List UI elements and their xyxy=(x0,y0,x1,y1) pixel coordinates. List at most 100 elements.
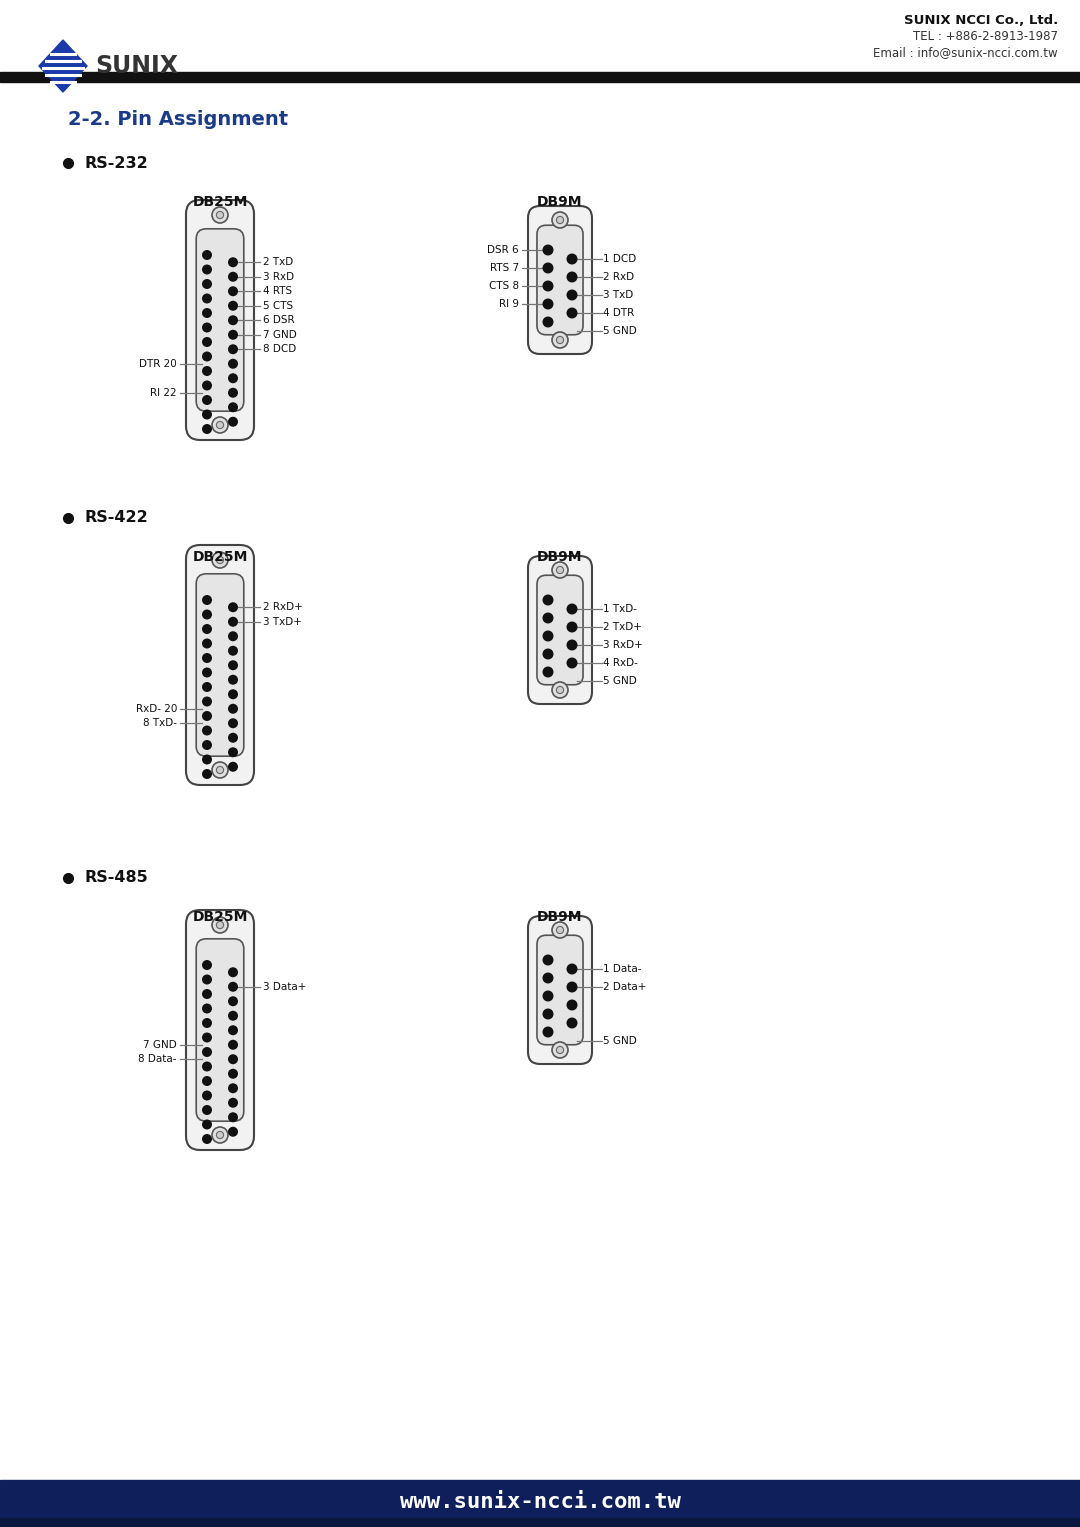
Text: DB25M: DB25M xyxy=(192,195,247,209)
Circle shape xyxy=(228,747,238,757)
Circle shape xyxy=(542,298,554,310)
Circle shape xyxy=(212,417,228,434)
Circle shape xyxy=(567,640,578,651)
FancyBboxPatch shape xyxy=(528,556,592,704)
Circle shape xyxy=(228,315,238,325)
Text: 5 GND: 5 GND xyxy=(603,325,637,336)
Circle shape xyxy=(202,696,212,707)
Text: 8 DCD: 8 DCD xyxy=(264,344,296,354)
Circle shape xyxy=(228,675,238,684)
Circle shape xyxy=(228,996,238,1006)
Circle shape xyxy=(202,974,212,985)
Circle shape xyxy=(202,960,212,970)
Circle shape xyxy=(556,567,564,574)
Circle shape xyxy=(202,395,212,405)
Circle shape xyxy=(542,612,554,623)
Circle shape xyxy=(552,212,568,228)
Circle shape xyxy=(202,754,212,765)
Text: RS-485: RS-485 xyxy=(84,870,148,886)
Circle shape xyxy=(202,1135,212,1144)
Circle shape xyxy=(202,667,212,678)
Circle shape xyxy=(567,1017,578,1029)
Circle shape xyxy=(567,290,578,301)
Circle shape xyxy=(228,1069,238,1078)
Text: DB25M: DB25M xyxy=(192,550,247,563)
FancyBboxPatch shape xyxy=(186,200,254,440)
Text: Email : info@sunix-ncci.com.tw: Email : info@sunix-ncci.com.tw xyxy=(874,46,1058,60)
Circle shape xyxy=(228,1011,238,1020)
Text: DTR 20: DTR 20 xyxy=(139,359,177,368)
Text: www.sunix-ncci.com.tw: www.sunix-ncci.com.tw xyxy=(400,1492,680,1512)
Text: RxD- 20: RxD- 20 xyxy=(136,704,177,713)
Circle shape xyxy=(216,767,224,774)
Circle shape xyxy=(228,1127,238,1136)
Circle shape xyxy=(228,388,238,397)
Circle shape xyxy=(202,293,212,304)
Circle shape xyxy=(202,596,212,605)
Text: RTS 7: RTS 7 xyxy=(490,263,519,273)
Circle shape xyxy=(202,638,212,649)
Circle shape xyxy=(202,250,212,260)
Circle shape xyxy=(202,1077,212,1086)
Circle shape xyxy=(202,1032,212,1043)
Circle shape xyxy=(542,666,554,678)
Bar xyxy=(0,1480,1080,1527)
Circle shape xyxy=(212,1127,228,1144)
Text: 8 Data-: 8 Data- xyxy=(138,1054,177,1064)
Text: RS-422: RS-422 xyxy=(84,510,148,525)
Text: 3 RxD+: 3 RxD+ xyxy=(603,640,643,651)
Circle shape xyxy=(556,927,564,933)
Circle shape xyxy=(212,551,228,568)
Text: SUNIX NCCI Co., Ltd.: SUNIX NCCI Co., Ltd. xyxy=(904,14,1058,27)
Circle shape xyxy=(552,1041,568,1058)
Circle shape xyxy=(228,646,238,655)
Circle shape xyxy=(556,1046,564,1054)
Circle shape xyxy=(567,982,578,993)
FancyBboxPatch shape xyxy=(537,576,583,684)
Circle shape xyxy=(567,603,578,614)
Circle shape xyxy=(228,689,238,699)
Text: 3 TxD+: 3 TxD+ xyxy=(264,617,302,626)
Circle shape xyxy=(228,1098,238,1107)
Text: 2 RxD+: 2 RxD+ xyxy=(264,602,302,612)
FancyBboxPatch shape xyxy=(186,545,254,785)
Circle shape xyxy=(228,1054,238,1064)
Circle shape xyxy=(556,217,564,223)
Circle shape xyxy=(567,272,578,282)
Text: RI 22: RI 22 xyxy=(150,388,177,397)
Circle shape xyxy=(202,322,212,333)
Circle shape xyxy=(552,683,568,698)
Text: DB25M: DB25M xyxy=(192,910,247,924)
Bar xyxy=(0,72,1080,82)
Circle shape xyxy=(228,704,238,713)
Circle shape xyxy=(228,301,238,312)
Circle shape xyxy=(228,718,238,728)
Circle shape xyxy=(542,263,554,273)
Text: 8 TxD-: 8 TxD- xyxy=(143,718,177,728)
Circle shape xyxy=(202,1003,212,1014)
Text: TEL : +886-2-8913-1987: TEL : +886-2-8913-1987 xyxy=(913,31,1058,43)
Circle shape xyxy=(216,421,224,429)
Text: 6 DSR: 6 DSR xyxy=(264,315,295,325)
Circle shape xyxy=(228,617,238,626)
Text: DB9M: DB9M xyxy=(537,910,583,924)
Circle shape xyxy=(202,380,212,391)
Circle shape xyxy=(542,649,554,660)
Circle shape xyxy=(228,602,238,612)
Circle shape xyxy=(202,741,212,750)
Circle shape xyxy=(228,660,238,670)
Circle shape xyxy=(202,712,212,721)
Circle shape xyxy=(542,954,554,965)
FancyBboxPatch shape xyxy=(186,910,254,1150)
Circle shape xyxy=(216,1132,224,1139)
Circle shape xyxy=(202,625,212,634)
Text: 3 RxD: 3 RxD xyxy=(264,272,294,282)
Text: DSR 6: DSR 6 xyxy=(487,244,519,255)
Circle shape xyxy=(216,211,224,218)
Circle shape xyxy=(542,594,554,606)
Circle shape xyxy=(228,631,238,641)
Circle shape xyxy=(542,281,554,292)
Circle shape xyxy=(202,1061,212,1072)
Circle shape xyxy=(202,609,212,620)
Circle shape xyxy=(542,316,554,327)
